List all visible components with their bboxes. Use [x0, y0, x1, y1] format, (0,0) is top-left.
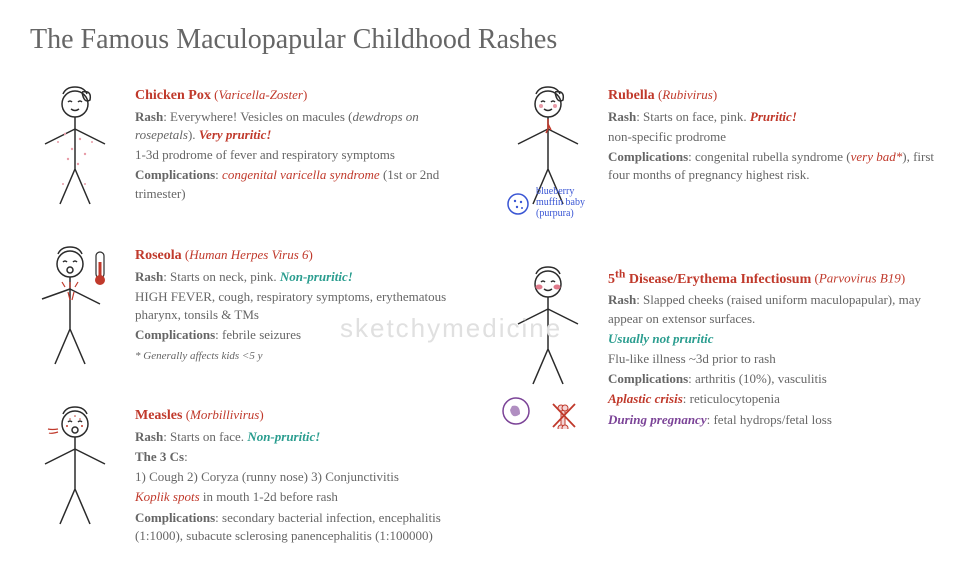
note-line: * Generally affects kids <5 y — [135, 349, 463, 364]
child-figure-icon — [30, 84, 120, 214]
page-title: The Famous Maculopapular Childhood Rashe… — [30, 20, 936, 59]
complications-line: Complications: arthritis (10%), vasculit… — [608, 370, 936, 388]
pruritic-line: Usually not pruritic — [608, 330, 936, 348]
prodrome-line: non-specific prodrome — [608, 128, 936, 146]
complications-line: Complications: secondary bacterial infec… — [135, 509, 463, 545]
annotation-blueberry: blueberry muffin baby (purpura) — [536, 186, 593, 219]
threecs: The 3 Cs: — [135, 448, 463, 466]
child-figure-icon — [30, 244, 120, 374]
child-figure-icon — [503, 264, 593, 394]
rash-line: Rash: Starts on face. Non-pruritic! — [135, 428, 463, 446]
pruritic-tag: Pruritic! — [750, 109, 797, 124]
right-column: blueberry muffin baby (purpura) Rubella … — [503, 84, 936, 577]
pruritic-tag: Non-pruritic! — [247, 429, 320, 444]
fetus-bone-icons — [498, 394, 618, 429]
prodrome-line: 1-3d prodrome of fever and respiratory s… — [135, 146, 463, 164]
entry-roseola: Roseola (Human Herpes Virus 6) Rash: Sta… — [30, 244, 463, 374]
rash-line: Rash: Starts on neck, pink. Non-pruritic… — [135, 268, 463, 286]
disease-title: Rubella (Rubivirus) — [608, 86, 936, 106]
complications-line: Complications: congenital varicella synd… — [135, 166, 463, 202]
pruritic-tag: Non-pruritic! — [280, 269, 353, 284]
figure-rubella: blueberry muffin baby (purpura) — [503, 84, 593, 214]
virus-name: Morbillivirus — [190, 407, 259, 422]
entry-measles: Measles (Morbillivirus) Rash: Starts on … — [30, 404, 463, 547]
virus-name: Parvovirus B19 — [819, 271, 901, 286]
figure-fifth — [503, 264, 593, 394]
info-chickenpox: Chicken Pox (Varicella-Zoster) Rash: Eve… — [135, 84, 463, 214]
figure-measles — [30, 404, 120, 534]
complications-line: Complications: congenital rubella syndro… — [608, 148, 936, 184]
symptoms-line: HIGH FEVER, cough, respiratory symptoms,… — [135, 288, 463, 324]
info-measles: Measles (Morbillivirus) Rash: Starts on … — [135, 404, 463, 547]
disease-name: Roseola — [135, 248, 182, 263]
columns-layout: Chicken Pox (Varicella-Zoster) Rash: Eve… — [30, 84, 936, 577]
figure-chickenpox — [30, 84, 120, 214]
aplastic-line: Aplastic crisis: reticulocytopenia — [608, 390, 936, 408]
figure-roseola — [30, 244, 120, 374]
prodrome-line: Flu-like illness ~3d prior to rash — [608, 350, 936, 368]
disease-name: Rubella — [608, 88, 655, 103]
koplik-line: Koplik spots in mouth 1-2d before rash — [135, 488, 463, 506]
rash-line: Rash: Everywhere! Vesicles on macules (d… — [135, 108, 463, 144]
disease-title: Chicken Pox (Varicella-Zoster) — [135, 86, 463, 106]
entry-chickenpox: Chicken Pox (Varicella-Zoster) Rash: Eve… — [30, 84, 463, 214]
virus-name: Rubivirus — [662, 87, 713, 102]
disease-name: Chicken Pox — [135, 88, 211, 103]
info-rubella: Rubella (Rubivirus) Rash: Starts on face… — [608, 84, 936, 214]
entry-fifth: 5th Disease/Erythema Infectiosum (Parvov… — [503, 264, 936, 431]
complications-line: Complications: febrile seizures — [135, 326, 463, 344]
disease-name: 5th Disease/Erythema Infectiosum — [608, 272, 811, 287]
rash-line: Rash: Slapped cheeks (raised uniform mac… — [608, 291, 936, 327]
left-column: Chicken Pox (Varicella-Zoster) Rash: Eve… — [30, 84, 463, 577]
disease-title: 5th Disease/Erythema Infectiosum (Parvov… — [608, 266, 936, 289]
info-fifth: 5th Disease/Erythema Infectiosum (Parvov… — [608, 264, 936, 431]
virus-name: Varicella-Zoster — [218, 87, 303, 102]
disease-name: Measles — [135, 408, 182, 423]
disease-title: Roseola (Human Herpes Virus 6) — [135, 246, 463, 266]
virus-name: Human Herpes Virus 6 — [189, 247, 308, 262]
entry-rubella: blueberry muffin baby (purpura) Rubella … — [503, 84, 936, 214]
rash-line: Rash: Starts on face, pink. Pruritic! — [608, 108, 936, 126]
threecs-list: 1) Cough 2) Coryza (runny nose) 3) Conju… — [135, 468, 463, 486]
pregnancy-line: During pregnancy: fetal hydrops/fetal lo… — [608, 411, 936, 429]
info-roseola: Roseola (Human Herpes Virus 6) Rash: Sta… — [135, 244, 463, 374]
disease-title: Measles (Morbillivirus) — [135, 406, 463, 426]
pruritic-tag: Very pruritic! — [199, 127, 272, 142]
child-figure-icon — [30, 404, 120, 534]
